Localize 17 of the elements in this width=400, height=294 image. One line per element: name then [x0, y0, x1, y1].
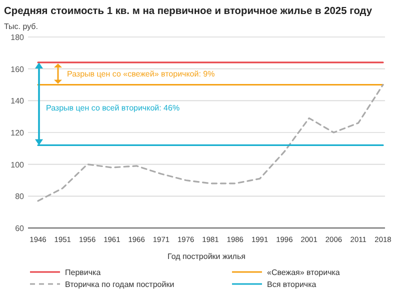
x-axis-title: Год постройки жилья: [168, 252, 246, 261]
y-tick-label: 60: [15, 224, 25, 233]
y-tick-label: 140: [10, 96, 25, 106]
y-tick-label: 180: [10, 33, 25, 42]
legend-label: Вся вторичка: [267, 280, 317, 289]
y-tick-label: 120: [10, 128, 25, 138]
legend-label: «Свежая» вторичка: [267, 268, 340, 277]
y-tick-label: 80: [15, 192, 25, 202]
legend-label: Первичка: [65, 268, 102, 277]
annotation: Разрыв цен со «свежей» вторичкой: 9%: [67, 70, 215, 79]
y-tick-label: 160: [10, 64, 25, 74]
annotation: Разрыв цен со всей вторичкой: 46%: [46, 104, 180, 113]
chart-title: Средняя стоимость 1 кв. м на первичное и вторичное жилье в 2025 году: [4, 6, 372, 17]
y-tick-label: 100: [10, 160, 25, 170]
legend-label: Вторичка по годам постройки: [65, 280, 174, 289]
line-series: [37, 84, 384, 202]
y-axis-title: Тыс. руб.: [4, 22, 38, 31]
